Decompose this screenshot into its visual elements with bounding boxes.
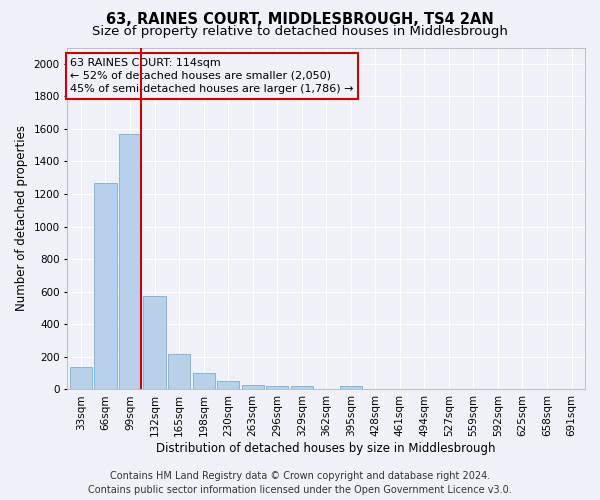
Bar	[193, 373, 215, 390]
Bar	[242, 384, 263, 390]
Y-axis label: Number of detached properties: Number of detached properties	[15, 126, 28, 312]
Text: 63 RAINES COURT: 114sqm
← 52% of detached houses are smaller (2,050)
45% of semi: 63 RAINES COURT: 114sqm ← 52% of detache…	[70, 58, 353, 94]
Bar	[168, 354, 190, 390]
Bar	[340, 386, 362, 390]
Text: 63, RAINES COURT, MIDDLESBROUGH, TS4 2AN: 63, RAINES COURT, MIDDLESBROUGH, TS4 2AN	[106, 12, 494, 28]
Text: Contains HM Land Registry data © Crown copyright and database right 2024.
Contai: Contains HM Land Registry data © Crown c…	[88, 471, 512, 495]
Bar	[70, 366, 92, 390]
Bar	[266, 386, 288, 390]
X-axis label: Distribution of detached houses by size in Middlesbrough: Distribution of detached houses by size …	[157, 442, 496, 455]
Bar	[119, 134, 141, 390]
Bar	[290, 386, 313, 390]
Bar	[143, 296, 166, 390]
Text: Size of property relative to detached houses in Middlesbrough: Size of property relative to detached ho…	[92, 25, 508, 38]
Bar	[217, 380, 239, 390]
Bar	[94, 184, 116, 390]
